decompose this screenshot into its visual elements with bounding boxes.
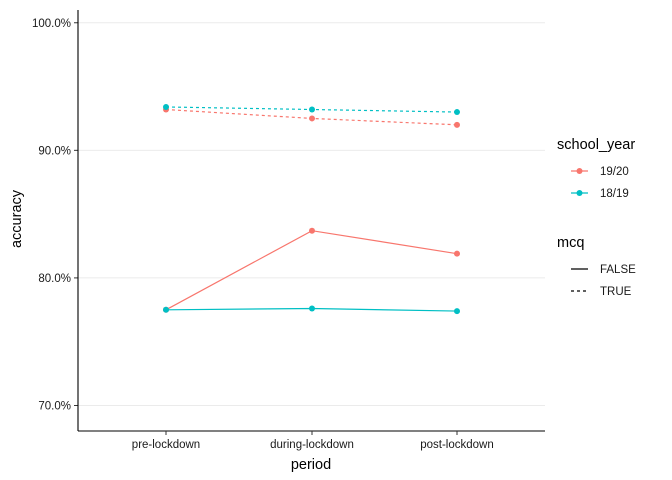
x-axis-title: period xyxy=(291,457,331,473)
legend-key-point xyxy=(576,190,583,196)
y-axis-title: accuracy xyxy=(9,189,25,248)
legend-key-point xyxy=(576,168,583,174)
legend-title: mcq xyxy=(557,235,584,251)
legend-label: FALSE xyxy=(600,264,636,276)
data-point xyxy=(454,109,460,116)
data-point xyxy=(454,308,460,315)
y-tick-label: 90.0% xyxy=(38,145,71,157)
data-point xyxy=(309,115,315,122)
x-tick-label: during-lockdown xyxy=(270,439,354,451)
legend-label: 19/20 xyxy=(600,166,629,178)
data-point xyxy=(454,250,460,257)
x-tick-label: pre-lockdown xyxy=(132,439,200,451)
legend: school_year 19/20 18/19 mcq FALSE TRUE xyxy=(557,137,636,298)
grid-lines xyxy=(78,22,545,406)
legend-title: school_year xyxy=(557,137,635,153)
chart-axes: 70.0% 80.0% 90.0% 100.0% pre-lockdown during-… xyxy=(32,10,545,451)
series-line xyxy=(165,230,458,311)
data-point xyxy=(163,103,169,110)
legend-label: 18/19 xyxy=(600,188,629,200)
data-point xyxy=(163,306,169,313)
x-tick-label: post-lockdown xyxy=(420,439,494,451)
data-point xyxy=(309,305,315,312)
y-tick-label: 100.0% xyxy=(32,18,71,30)
legend-label: TRUE xyxy=(600,286,632,298)
data-point xyxy=(454,121,460,128)
y-tick-label: 80.0% xyxy=(38,273,71,285)
data-point xyxy=(309,106,315,113)
y-tick-label: 70.0% xyxy=(38,400,71,412)
chart-series xyxy=(163,103,460,315)
data-point xyxy=(309,227,315,234)
